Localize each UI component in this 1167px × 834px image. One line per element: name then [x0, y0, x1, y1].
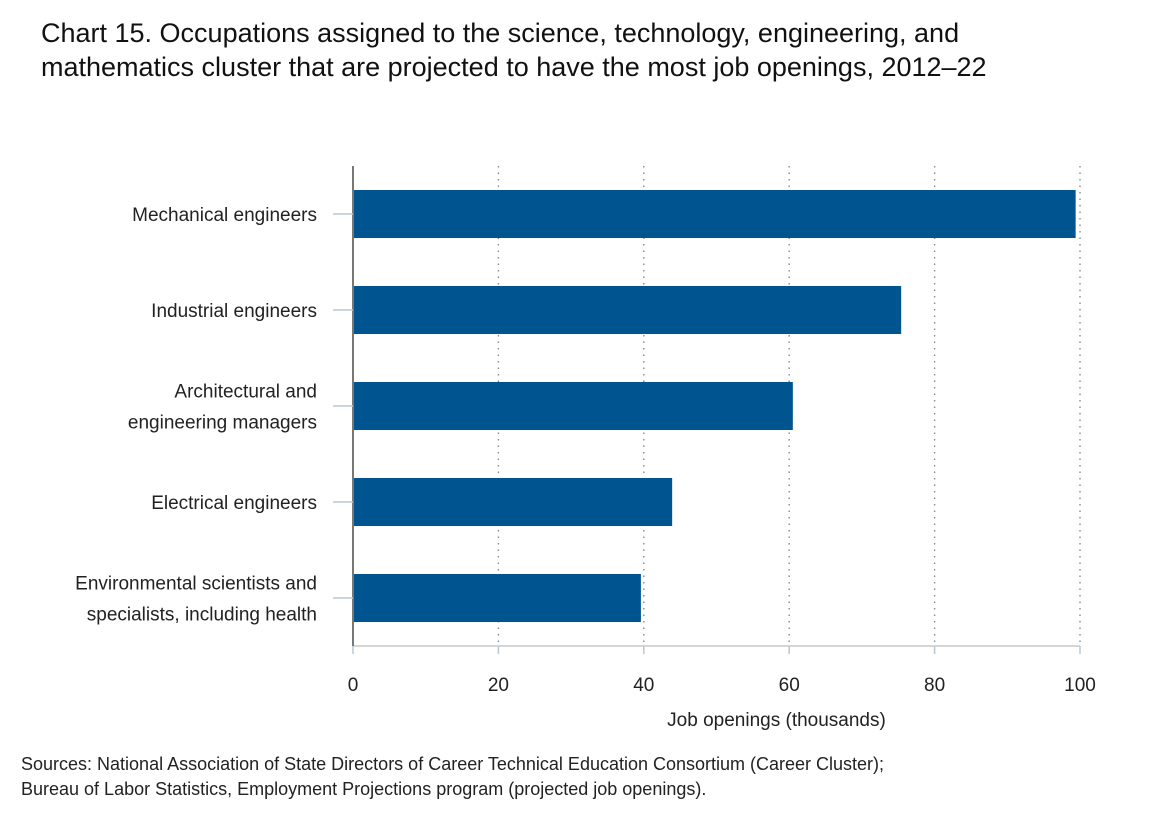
bar-2 [353, 286, 902, 334]
x-tick-label-60: 60 [779, 675, 800, 696]
bars [353, 190, 1076, 622]
category-label-3-line-2: engineering managers [128, 413, 317, 434]
category-label-5-line-2: specialists, including health [87, 605, 317, 626]
bar-1 [353, 190, 1076, 238]
category-label-3-line-1: Architectural and [174, 382, 317, 403]
x-tick-labels: 0 20 40 60 80 100 [348, 675, 1096, 696]
x-axis-label: Job openings (thousands) [667, 710, 886, 731]
chart-title-line-2: mathematics cluster that are projected t… [41, 52, 987, 82]
bar-3 [353, 382, 793, 430]
source-line-2: Bureau of Labor Statistics, Employment P… [21, 779, 707, 799]
bar-5 [353, 574, 641, 622]
x-tick-label-100: 100 [1064, 675, 1096, 696]
category-label-5-line-1: Environmental scientists and [75, 574, 317, 595]
source-line-1: Sources: National Association of State D… [21, 754, 885, 774]
category-label-1-line-1: Mechanical engineers [132, 205, 317, 226]
x-tick-label-40: 40 [633, 675, 654, 696]
bar-4 [353, 478, 673, 526]
category-labels: Mechanical engineers Industrial engineers… [75, 205, 317, 626]
axes [333, 166, 1081, 654]
chart-title: Chart 15. Occupations assigned to the sc… [41, 16, 1151, 84]
x-tick-label-80: 80 [924, 675, 945, 696]
chart-title-line-1: Chart 15. Occupations assigned to the sc… [41, 18, 960, 48]
x-tick-label-0: 0 [348, 675, 359, 696]
x-tick-label-20: 20 [488, 675, 509, 696]
category-label-4-line-1: Electrical engineers [151, 493, 317, 514]
category-label-2-line-1: Industrial engineers [151, 301, 317, 322]
source-note: Sources: National Association of State D… [21, 752, 1151, 802]
